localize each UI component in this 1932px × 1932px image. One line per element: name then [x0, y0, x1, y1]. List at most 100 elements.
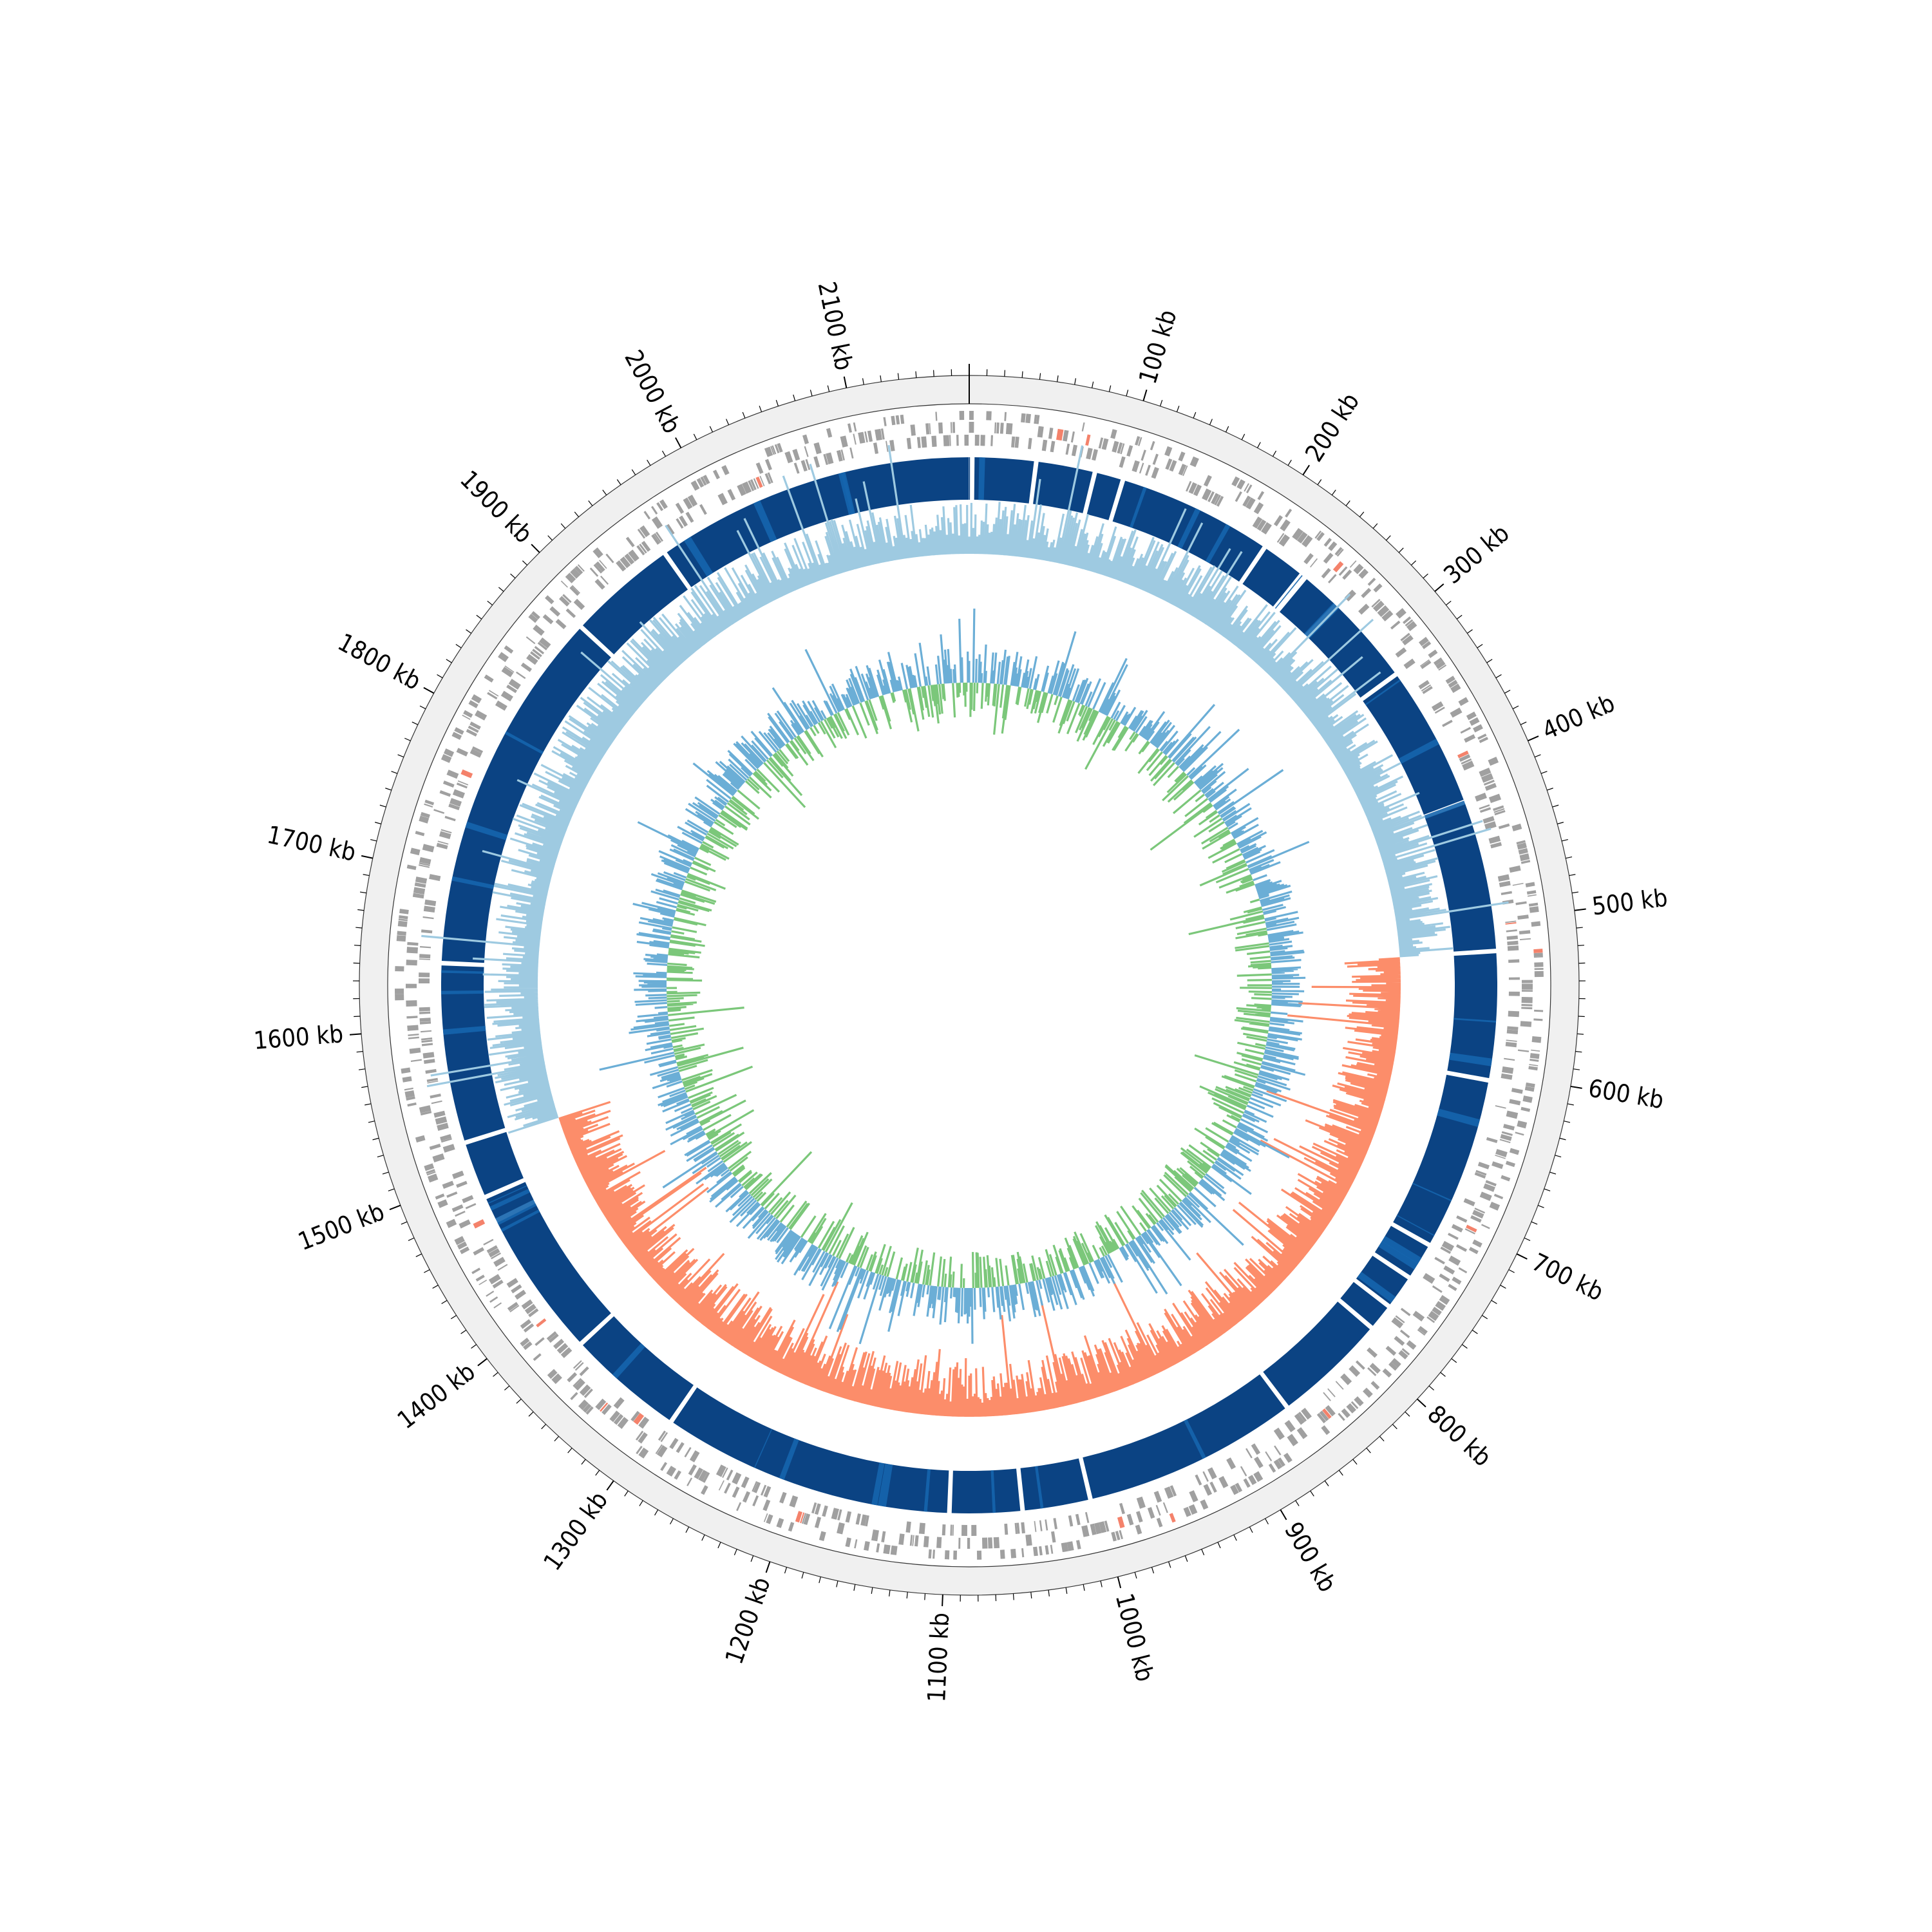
gene-feature: [473, 1247, 485, 1256]
gene-feature: [1475, 792, 1487, 802]
gene-feature: [814, 1517, 822, 1528]
minor-tick: [522, 560, 528, 565]
gene-feature: [478, 1280, 488, 1285]
minor-tick: [1233, 1534, 1237, 1541]
gene-feature: [981, 1537, 988, 1549]
gene-feature: [1092, 449, 1098, 461]
minor-tick: [354, 1016, 361, 1018]
minor-tick: [1366, 1448, 1371, 1454]
minor-tick: [450, 1315, 457, 1320]
gene-feature: [1021, 1522, 1025, 1534]
gene-feature: [497, 1264, 508, 1271]
gene-feature: [421, 1043, 433, 1046]
minor-tick: [379, 804, 386, 808]
gene-feature: [814, 1503, 821, 1515]
gene-feature: [1050, 1544, 1054, 1554]
gene-feature: [656, 1444, 668, 1458]
minor-tick: [1472, 1329, 1478, 1334]
minor-tick: [1126, 390, 1129, 397]
gene-feature: [487, 692, 498, 700]
gene-feature: [953, 1550, 958, 1560]
minor-tick: [1569, 874, 1576, 876]
gene-feature: [1502, 1066, 1514, 1074]
gene-feature: [1189, 1490, 1198, 1502]
major-tick: [389, 1204, 401, 1211]
alignment-block-variant: [451, 876, 495, 889]
minor-tick: [1249, 1526, 1253, 1533]
gene-feature: [440, 1138, 452, 1143]
gene-feature: [656, 531, 663, 542]
gene-feature: [1499, 1139, 1511, 1144]
minor-tick: [1359, 511, 1365, 517]
gene-feature: [837, 1509, 842, 1520]
gene-feature: [419, 862, 430, 867]
gene-feature: [1164, 1486, 1174, 1499]
gene-feature: [1516, 840, 1526, 845]
gene-feature: [988, 1537, 993, 1549]
minor-tick: [1039, 373, 1041, 380]
alignment-block-variant: [978, 457, 985, 500]
gene-feature: [1195, 1474, 1202, 1486]
gene-feature: [811, 1502, 817, 1514]
gene-feature: [826, 452, 834, 464]
gene-feature: [777, 442, 783, 453]
gene-feature: [1138, 437, 1142, 446]
minor-tick: [415, 1253, 422, 1257]
gene-feature: [446, 1218, 457, 1228]
alignment-block: [969, 457, 971, 500]
alignment-block-variant: [1381, 1236, 1422, 1264]
minor-tick: [471, 1344, 477, 1349]
gene-feature: [1406, 1340, 1417, 1350]
gene-feature: [1292, 527, 1303, 541]
gene-feature: [457, 1241, 468, 1250]
gene-feature: [504, 645, 514, 654]
gc-skew-negative-spikes: [666, 682, 1273, 1289]
gene-feature: [1473, 724, 1483, 733]
gene-feature: [1189, 456, 1199, 468]
gene-feature: [933, 1549, 935, 1559]
gene-feature: [737, 484, 746, 497]
gene-feature: [435, 1193, 445, 1200]
minor-tick: [1477, 643, 1483, 649]
minor-tick: [647, 459, 651, 466]
gene-feature: [565, 573, 576, 583]
gene-feature: [1400, 1307, 1411, 1316]
minor-tick: [1193, 412, 1197, 419]
gene-feature: [535, 1337, 545, 1347]
minor-tick: [1524, 1237, 1531, 1241]
alignment-block: [497, 1203, 611, 1342]
gene-feature: [592, 547, 603, 558]
gene-feature: [1081, 422, 1085, 431]
gene-feature: [1218, 1475, 1229, 1488]
minor-tick: [455, 643, 462, 649]
gene-feature: [1457, 750, 1469, 759]
gene-feature: [1298, 1412, 1307, 1422]
gene-feature: [759, 475, 765, 487]
gene-feature: [999, 1549, 1005, 1559]
gene-feature: [1506, 1029, 1519, 1035]
alignment-block-variant: [442, 1026, 486, 1035]
gene-feature: [456, 782, 468, 789]
gene-feature: [410, 1059, 422, 1063]
gene-feature: [1369, 1363, 1381, 1374]
minor-tick: [1201, 1549, 1205, 1556]
gene-feature: [1361, 587, 1372, 598]
gene-feature: [624, 553, 635, 565]
minor-tick: [1048, 1589, 1050, 1596]
gene-feature: [1235, 1482, 1243, 1493]
gene-feature: [1482, 816, 1495, 824]
gene-feature: [593, 564, 603, 574]
gc-skew-positive-spikes: [599, 608, 1310, 1345]
gene-feature: [425, 1068, 437, 1074]
gene-feature: [1216, 495, 1224, 507]
gene-feature: [703, 475, 710, 485]
minor-tick: [1540, 771, 1548, 774]
gene-feature: [1394, 1336, 1405, 1346]
gene-feature: [1182, 465, 1188, 477]
gene-feature: [694, 1467, 703, 1479]
minor-tick: [1184, 1555, 1188, 1562]
gene-feature: [523, 1323, 535, 1333]
gene-feature: [767, 472, 773, 484]
gc-content-negative-spikes: [558, 957, 1401, 1417]
gene-feature: [577, 564, 585, 572]
